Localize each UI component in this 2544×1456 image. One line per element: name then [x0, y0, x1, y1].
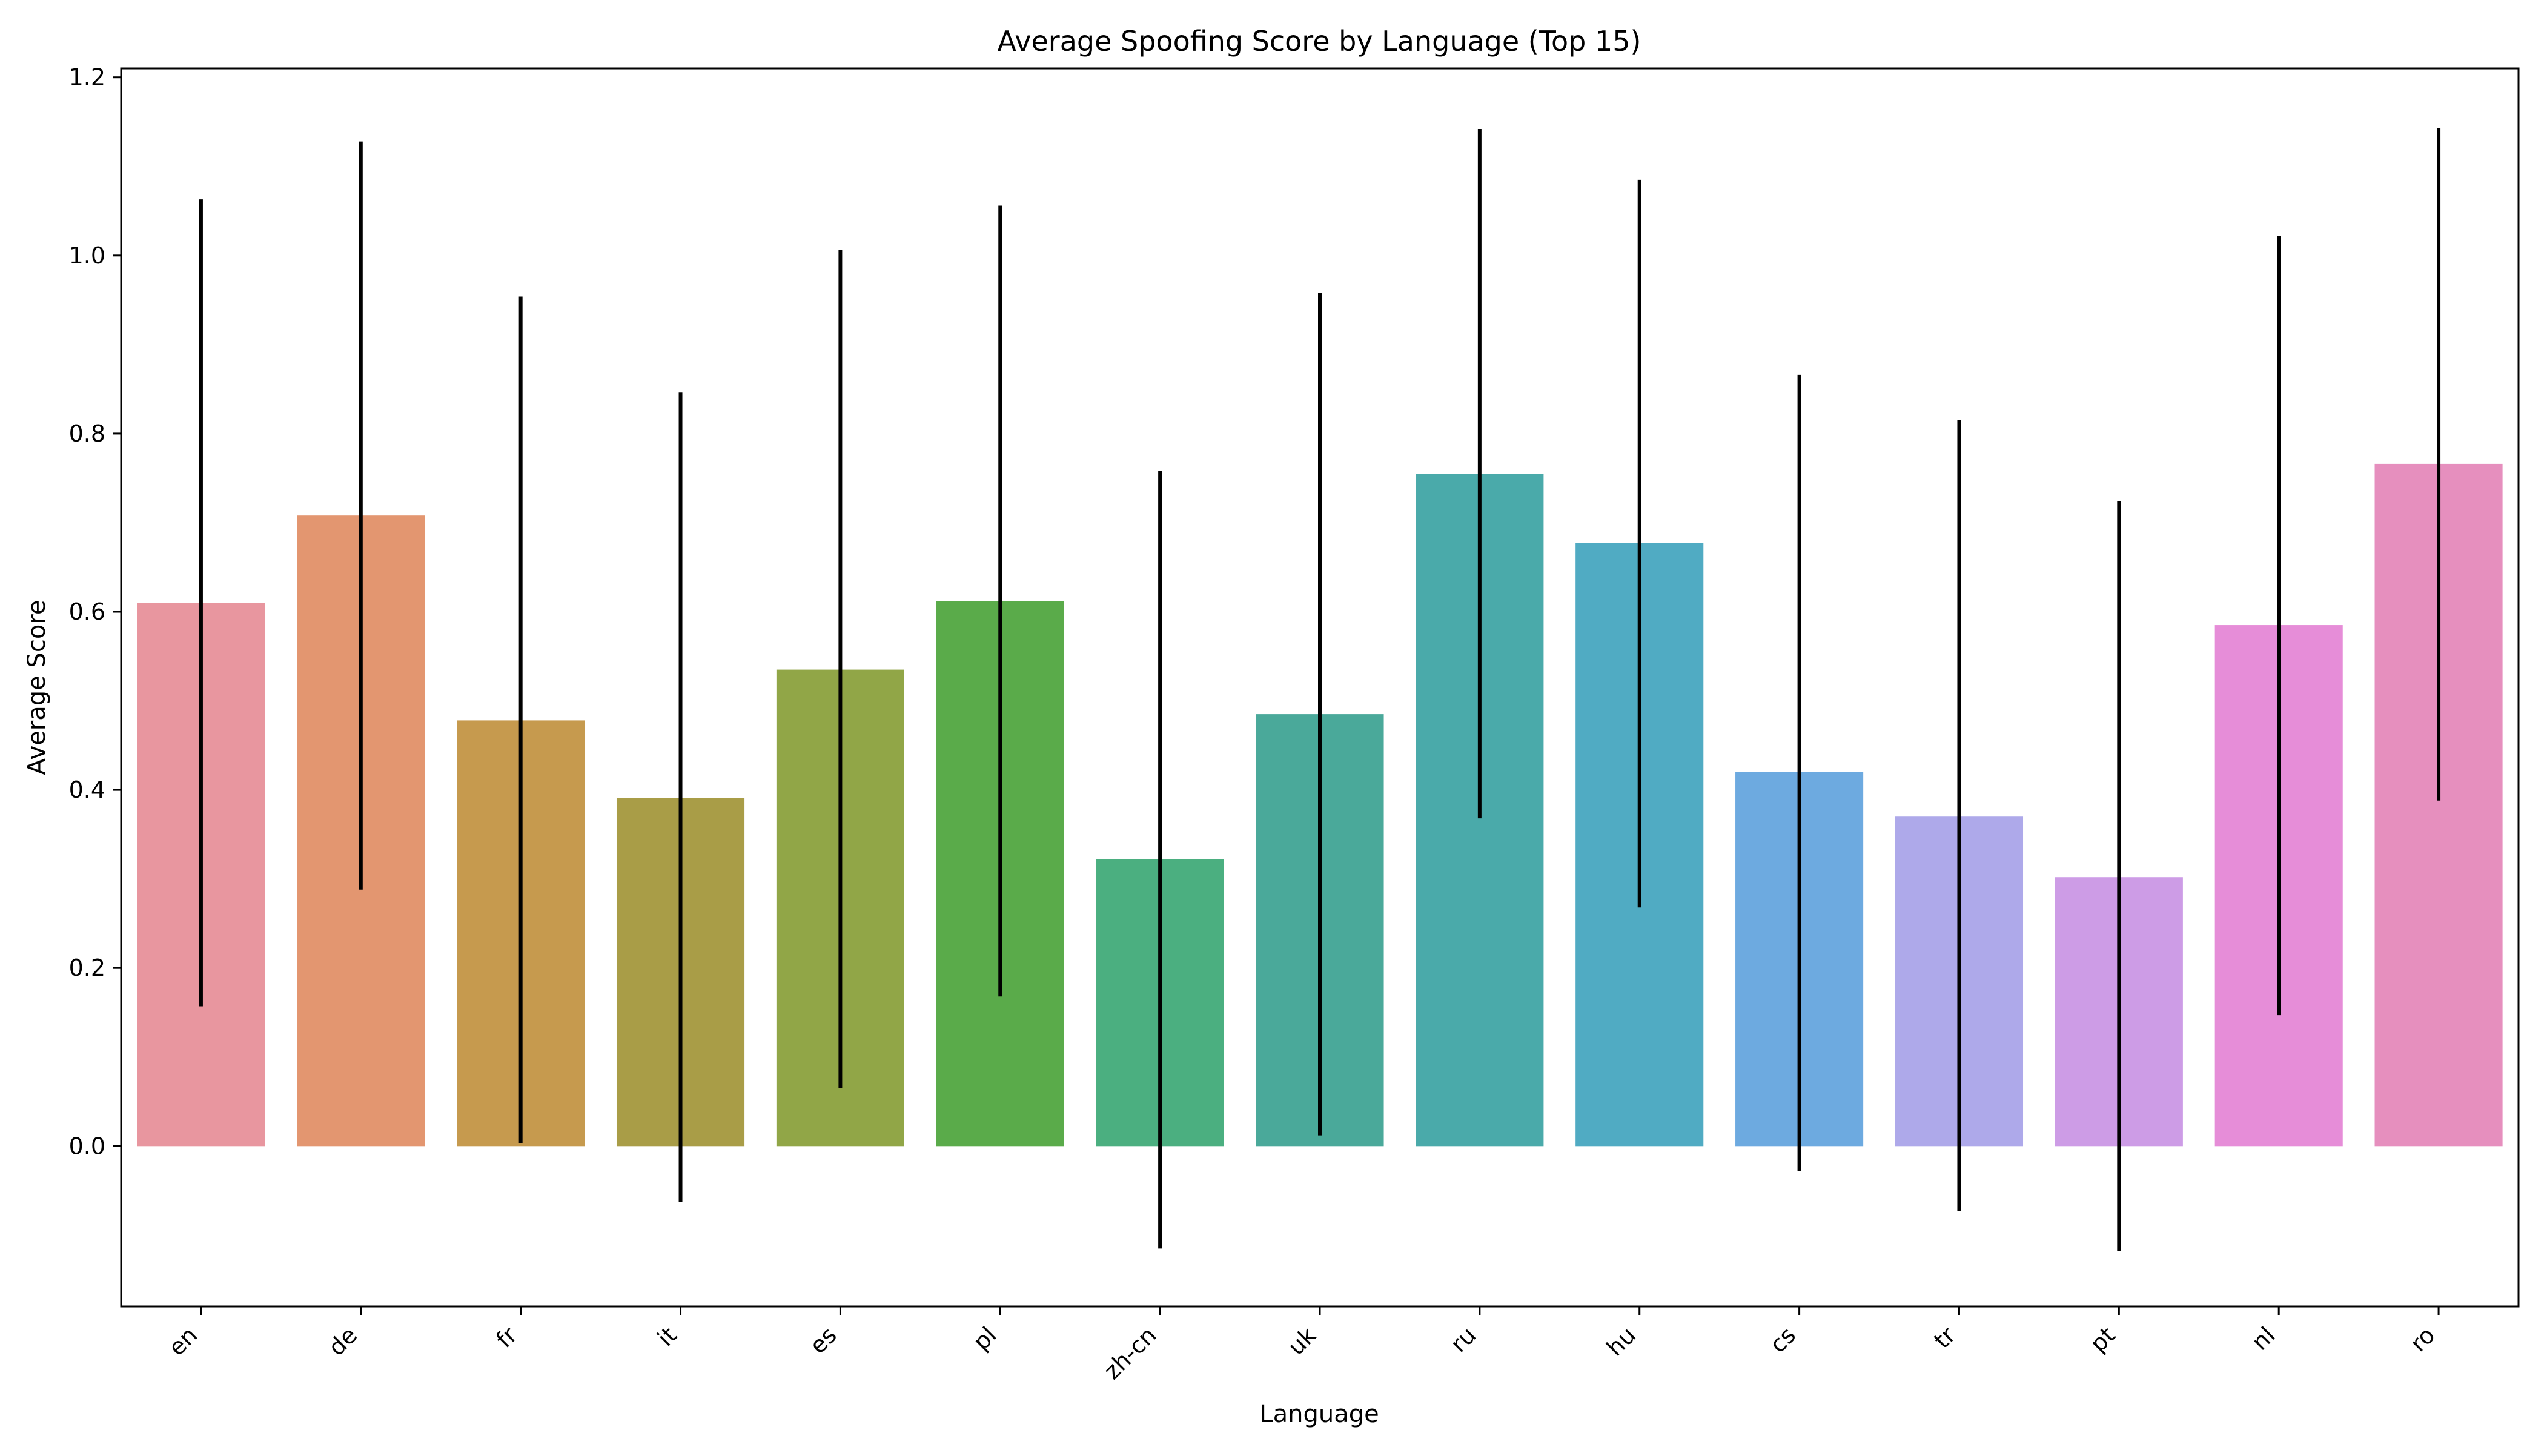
x-tick-label-zh-cn: zh-cn — [1099, 1322, 1162, 1385]
chart-title: Average Spoofing Score by Language (Top … — [998, 25, 1641, 58]
x-tick-label-it: it — [652, 1322, 682, 1351]
x-tick-label-fr: fr — [491, 1322, 522, 1353]
y-tick-label-5: 1.0 — [69, 242, 105, 269]
x-tick-label-de: de — [323, 1322, 362, 1361]
x-tick-label-cs: cs — [1764, 1322, 1801, 1358]
x-axis: en de fr it es pl zh-cn uk ru hu cs tr pt nl ro — [164, 1306, 2440, 1385]
x-tick-label-ro: ro — [2405, 1322, 2440, 1357]
x-tick-label-hu: hu — [1602, 1322, 1641, 1361]
error-bars-layer — [199, 128, 2441, 1251]
y-axis-label: Average Score — [23, 600, 51, 775]
x-tick-label-uk: uk — [1283, 1322, 1322, 1360]
y-tick-label-6: 1.2 — [69, 64, 105, 91]
y-tick-label-3: 0.6 — [69, 598, 105, 625]
y-tick-label-0: 0.0 — [69, 1133, 105, 1159]
x-tick-label-tr: tr — [1929, 1322, 1961, 1354]
x-tick-label-pl: pl — [968, 1322, 1002, 1355]
x-axis-label: Language — [1259, 1400, 1379, 1428]
y-axis: 0.0 0.2 0.4 0.6 0.8 1.0 1.2 — [69, 64, 121, 1159]
x-tick-label-en: en — [164, 1322, 203, 1361]
x-tick-label-es: es — [804, 1322, 842, 1359]
x-tick-label-pt: pt — [2085, 1322, 2121, 1357]
y-tick-label-2: 0.4 — [69, 776, 105, 803]
y-tick-label-1: 0.2 — [69, 955, 105, 981]
x-tick-label-ru: ru — [1445, 1322, 1481, 1357]
y-tick-label-4: 0.8 — [69, 420, 105, 447]
x-tick-label-nl: nl — [2247, 1322, 2281, 1355]
